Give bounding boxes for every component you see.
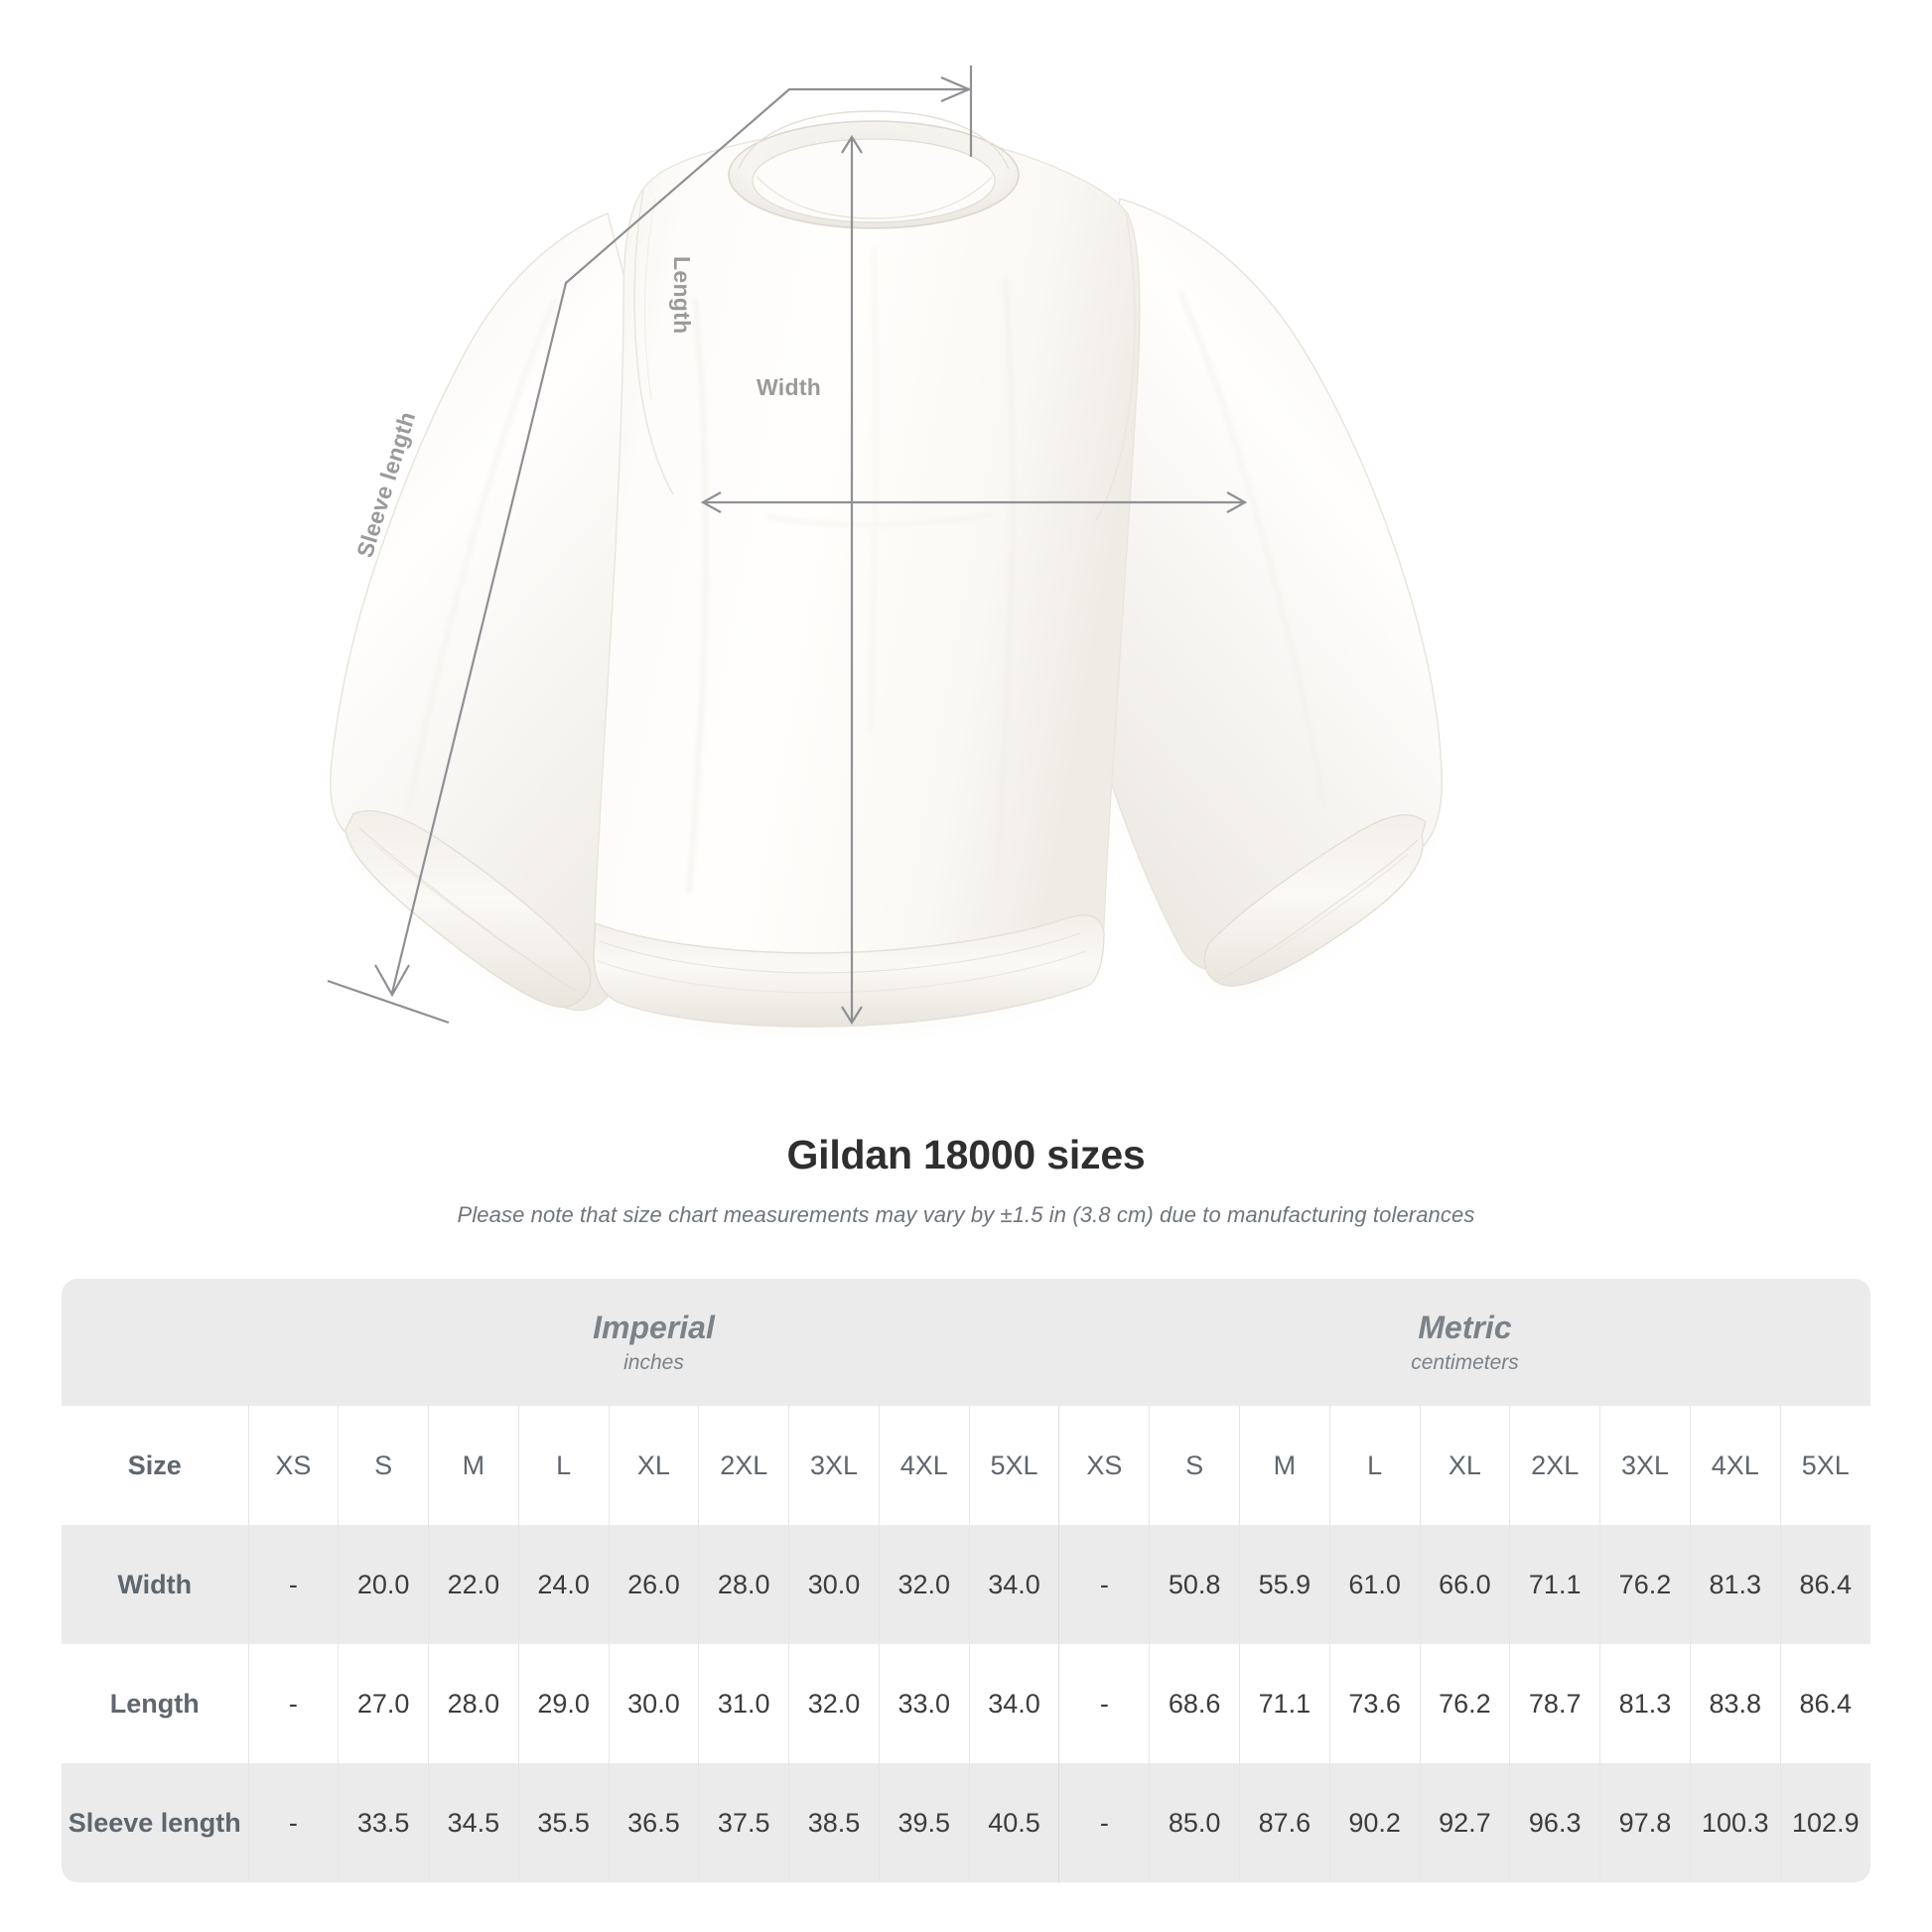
size-header-cell: S bbox=[1149, 1406, 1240, 1525]
measurement-cell: 85.0 bbox=[1149, 1763, 1240, 1882]
width-label: Width bbox=[757, 374, 822, 400]
size-header-cell: XS bbox=[1058, 1406, 1150, 1525]
measurement-cell: 39.5 bbox=[878, 1763, 970, 1882]
size-header-cell: S bbox=[338, 1406, 429, 1525]
measurement-cell: 81.3 bbox=[1599, 1644, 1691, 1763]
measurement-cell: 87.6 bbox=[1239, 1763, 1330, 1882]
size-header-cell: 3XL bbox=[788, 1406, 880, 1525]
table-row: Sleeve length -33.5 34.5 35.5 36.5 37.5 38.5 39… bbox=[62, 1763, 1870, 1882]
chart-heading: Gildan 18000 sizes Please note that size… bbox=[0, 1132, 1932, 1228]
measurement-cell: 73.6 bbox=[1328, 1644, 1421, 1763]
measurement-cell: 68.6 bbox=[1149, 1644, 1240, 1763]
size-table-container: Imperial inches Metric centimeters Size XS S M L… bbox=[62, 1279, 1870, 1882]
unit-header-metric: Metric centimeters bbox=[1058, 1279, 1870, 1406]
measurement-cell: 96.3 bbox=[1509, 1763, 1600, 1882]
size-column-label: Size bbox=[62, 1406, 248, 1525]
measurement-cell: 71.1 bbox=[1509, 1525, 1600, 1644]
unit-subtitle: inches bbox=[623, 1351, 684, 1375]
measurement-cell: 30.0 bbox=[788, 1525, 880, 1644]
measurement-cell: - bbox=[1058, 1644, 1150, 1763]
unit-name: Metric bbox=[1418, 1309, 1512, 1345]
measurement-cell: 81.3 bbox=[1689, 1525, 1781, 1644]
unit-header-spacer bbox=[62, 1279, 248, 1406]
measurement-cell: 83.8 bbox=[1689, 1644, 1781, 1763]
size-header-cell: 5XL bbox=[1779, 1406, 1870, 1525]
measurement-cell: 55.9 bbox=[1239, 1525, 1330, 1644]
measurement-cell: 86.4 bbox=[1779, 1644, 1870, 1763]
measurement-cell: 32.0 bbox=[788, 1644, 880, 1763]
page-subtitle: Please note that size chart measurements… bbox=[457, 1202, 1475, 1227]
measurement-cell: - bbox=[247, 1525, 339, 1644]
measurement-cell: 38.5 bbox=[788, 1763, 880, 1882]
measurement-cell: 102.9 bbox=[1779, 1763, 1870, 1882]
measurement-cell: 86.4 bbox=[1779, 1525, 1870, 1644]
sweatshirt-photo bbox=[330, 110, 1443, 1028]
measurement-cell: 36.5 bbox=[608, 1763, 699, 1882]
measurement-cell: - bbox=[1058, 1763, 1150, 1882]
measurement-cell: 37.5 bbox=[698, 1763, 789, 1882]
row-label: Width bbox=[62, 1525, 248, 1644]
measurement-cell: 90.2 bbox=[1328, 1763, 1421, 1882]
size-header-row: Size XS S M L XL 2XL 3XL 4XL 5XL XS S M L XL 2XL 3XL 4XL 5… bbox=[62, 1406, 1870, 1525]
measurement-cell: 35.5 bbox=[517, 1763, 610, 1882]
measurement-cell: 20.0 bbox=[338, 1525, 429, 1644]
unit-name: Imperial bbox=[593, 1309, 715, 1345]
measurement-cell: 76.2 bbox=[1419, 1644, 1510, 1763]
measurement-cell: 97.8 bbox=[1599, 1763, 1691, 1882]
unit-header-row: Imperial inches Metric centimeters bbox=[62, 1279, 1870, 1406]
measurement-cell: 31.0 bbox=[698, 1644, 789, 1763]
table-row: Width -20.0 22.0 24.0 26.0 28.0 30.0 32.0 34.0-5… bbox=[62, 1525, 1870, 1644]
measurement-cell: 100.3 bbox=[1689, 1763, 1781, 1882]
measurement-cell: 29.0 bbox=[517, 1644, 610, 1763]
measurement-cell: 78.7 bbox=[1509, 1644, 1600, 1763]
measurement-cell: 40.5 bbox=[968, 1763, 1059, 1882]
size-table: Imperial inches Metric centimeters Size XS S M L… bbox=[62, 1279, 1870, 1882]
measurement-cell: 24.0 bbox=[517, 1525, 610, 1644]
size-header-cell: 5XL bbox=[968, 1406, 1059, 1525]
measurement-cell: 71.1 bbox=[1239, 1644, 1330, 1763]
measurement-cell: - bbox=[1058, 1525, 1150, 1644]
measurement-cell: 66.0 bbox=[1419, 1525, 1510, 1644]
measurement-cell: 76.2 bbox=[1599, 1525, 1691, 1644]
row-label: Sleeve length bbox=[62, 1763, 248, 1882]
size-header-cell: XS bbox=[247, 1406, 339, 1525]
measurement-cell: 22.0 bbox=[428, 1525, 519, 1644]
size-header-cell: L bbox=[517, 1406, 610, 1525]
measurement-cell: 92.7 bbox=[1419, 1763, 1510, 1882]
size-header-cell: XL bbox=[1419, 1406, 1510, 1525]
measurement-cell: 34.0 bbox=[968, 1644, 1059, 1763]
unit-header-imperial: Imperial inches bbox=[248, 1279, 1059, 1406]
length-label: Length bbox=[669, 256, 695, 335]
size-header-cell: 4XL bbox=[1689, 1406, 1781, 1525]
measurement-cell: 61.0 bbox=[1328, 1525, 1421, 1644]
measurement-cell: - bbox=[247, 1644, 339, 1763]
measurement-cell: 34.0 bbox=[968, 1525, 1059, 1644]
size-header-cell: 4XL bbox=[878, 1406, 970, 1525]
size-header-cell: 3XL bbox=[1599, 1406, 1691, 1525]
size-header-cell: 2XL bbox=[698, 1406, 789, 1525]
row-label: Length bbox=[62, 1644, 248, 1763]
measurement-cell: 26.0 bbox=[608, 1525, 699, 1644]
measurement-cell: 27.0 bbox=[338, 1644, 429, 1763]
measurement-cell: 33.5 bbox=[338, 1763, 429, 1882]
measurement-cell: 32.0 bbox=[878, 1525, 970, 1644]
size-header-cell: L bbox=[1328, 1406, 1421, 1525]
measurement-cell: 28.0 bbox=[698, 1525, 789, 1644]
measurement-cell: 33.0 bbox=[878, 1644, 970, 1763]
size-header-cell: 2XL bbox=[1509, 1406, 1600, 1525]
unit-subtitle: centimeters bbox=[1411, 1351, 1519, 1375]
measurement-cell: 28.0 bbox=[428, 1644, 519, 1763]
measurement-cell: 30.0 bbox=[608, 1644, 699, 1763]
page-title: Gildan 18000 sizes bbox=[786, 1132, 1146, 1177]
table-row: Length -27.0 28.0 29.0 30.0 31.0 32.0 33.0 34.0-… bbox=[62, 1644, 1870, 1763]
size-header-cell: XL bbox=[608, 1406, 699, 1525]
measurement-cell: 34.5 bbox=[428, 1763, 519, 1882]
measurement-cell: - bbox=[247, 1763, 339, 1882]
garment-diagram: Length Width Sleeve length bbox=[327, 66, 1443, 1028]
size-header-cell: M bbox=[1239, 1406, 1330, 1525]
measurement-cell: 50.8 bbox=[1149, 1525, 1240, 1644]
size-header-cell: M bbox=[428, 1406, 519, 1525]
